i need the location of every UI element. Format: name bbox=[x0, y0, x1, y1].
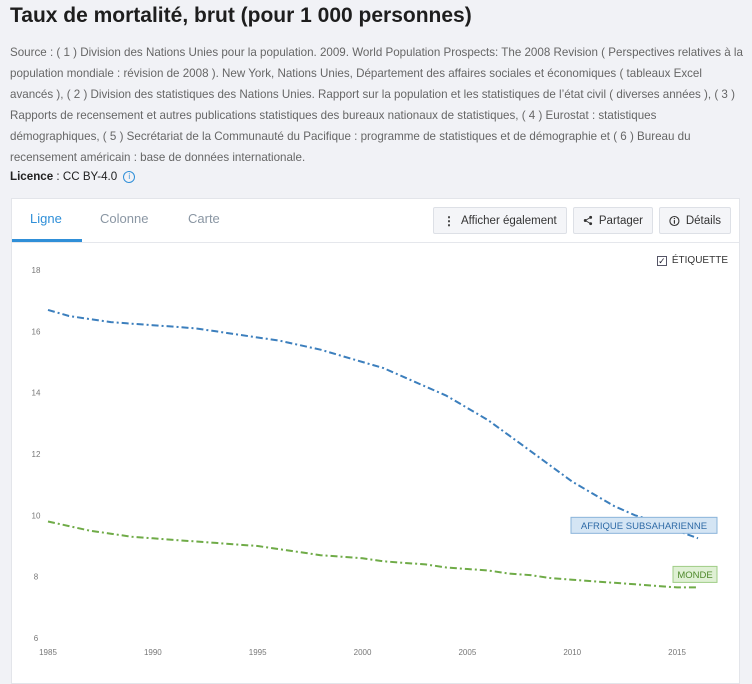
y-tick-label: 8 bbox=[34, 573, 39, 582]
licence-separator: : bbox=[53, 170, 63, 183]
y-tick-label: 10 bbox=[32, 511, 41, 520]
series-label-box bbox=[570, 516, 718, 534]
x-tick-label: 2005 bbox=[458, 648, 476, 657]
vertical-dots-icon: ⋮ bbox=[443, 213, 455, 228]
series-label: MONDE bbox=[677, 570, 712, 581]
series-label-box bbox=[672, 565, 718, 583]
licence-line: Licence : CC BY-4.0 i bbox=[10, 168, 136, 186]
tab-colonne[interactable]: Colonne bbox=[100, 211, 149, 226]
tab-carte[interactable]: Carte bbox=[188, 211, 220, 226]
info-icon[interactable]: i bbox=[123, 171, 136, 183]
chart-panel: Ligne Colonne Carte ⋮ Afficher également… bbox=[11, 198, 740, 684]
x-tick-label: 1990 bbox=[144, 648, 162, 657]
etiquette-toggle[interactable]: ✓ ÉTIQUETTE bbox=[656, 255, 728, 266]
share-icon bbox=[583, 215, 593, 226]
x-tick-label: 1995 bbox=[249, 648, 267, 657]
y-tick-label: 6 bbox=[34, 634, 39, 643]
etiquette-checkbox[interactable]: ✓ bbox=[656, 255, 667, 266]
tab-ligne[interactable]: Ligne bbox=[30, 211, 62, 226]
series-label: AFRIQUE SUBSAHARIENNE bbox=[581, 521, 707, 532]
licence-label: Licence bbox=[10, 170, 54, 183]
view-tabs: Ligne Colonne Carte ⋮ Afficher également… bbox=[12, 199, 739, 243]
series-line bbox=[47, 520, 698, 589]
y-tick-label: 12 bbox=[32, 450, 41, 459]
y-tick-label: 14 bbox=[32, 389, 41, 398]
x-tick-label: 2010 bbox=[563, 648, 581, 657]
share-label: Partager bbox=[598, 214, 643, 227]
info-icon bbox=[669, 215, 680, 226]
also-show-button[interactable]: ⋮ Afficher également bbox=[433, 207, 567, 234]
x-tick-label: 1985 bbox=[39, 648, 57, 657]
licence-value: CC BY-4.0 bbox=[62, 170, 118, 183]
y-tick-label: 18 bbox=[32, 266, 41, 275]
active-tab-indicator bbox=[12, 239, 82, 242]
line-chart: 6 8 10 12 14 16 18 1985 1990 1995 2000 2005 2010 2015… bbox=[32, 266, 718, 657]
x-tick-label: 2000 bbox=[354, 648, 372, 657]
y-tick-label: 16 bbox=[32, 327, 41, 336]
share-button[interactable]: Partager bbox=[573, 207, 653, 234]
etiquette-label: ÉTIQUETTE bbox=[671, 255, 728, 266]
series-line bbox=[47, 308, 699, 540]
page-title: Taux de mortalité, brut (pour 1 000 pers… bbox=[10, 4, 472, 27]
details-label: Détails bbox=[685, 214, 721, 227]
details-button[interactable]: Détails bbox=[659, 207, 731, 234]
source-text: Source : ( 1 ) Division des Nations Unie… bbox=[10, 46, 743, 164]
also-show-label: Afficher également bbox=[461, 214, 557, 227]
x-tick-label: 2015 bbox=[668, 648, 686, 657]
